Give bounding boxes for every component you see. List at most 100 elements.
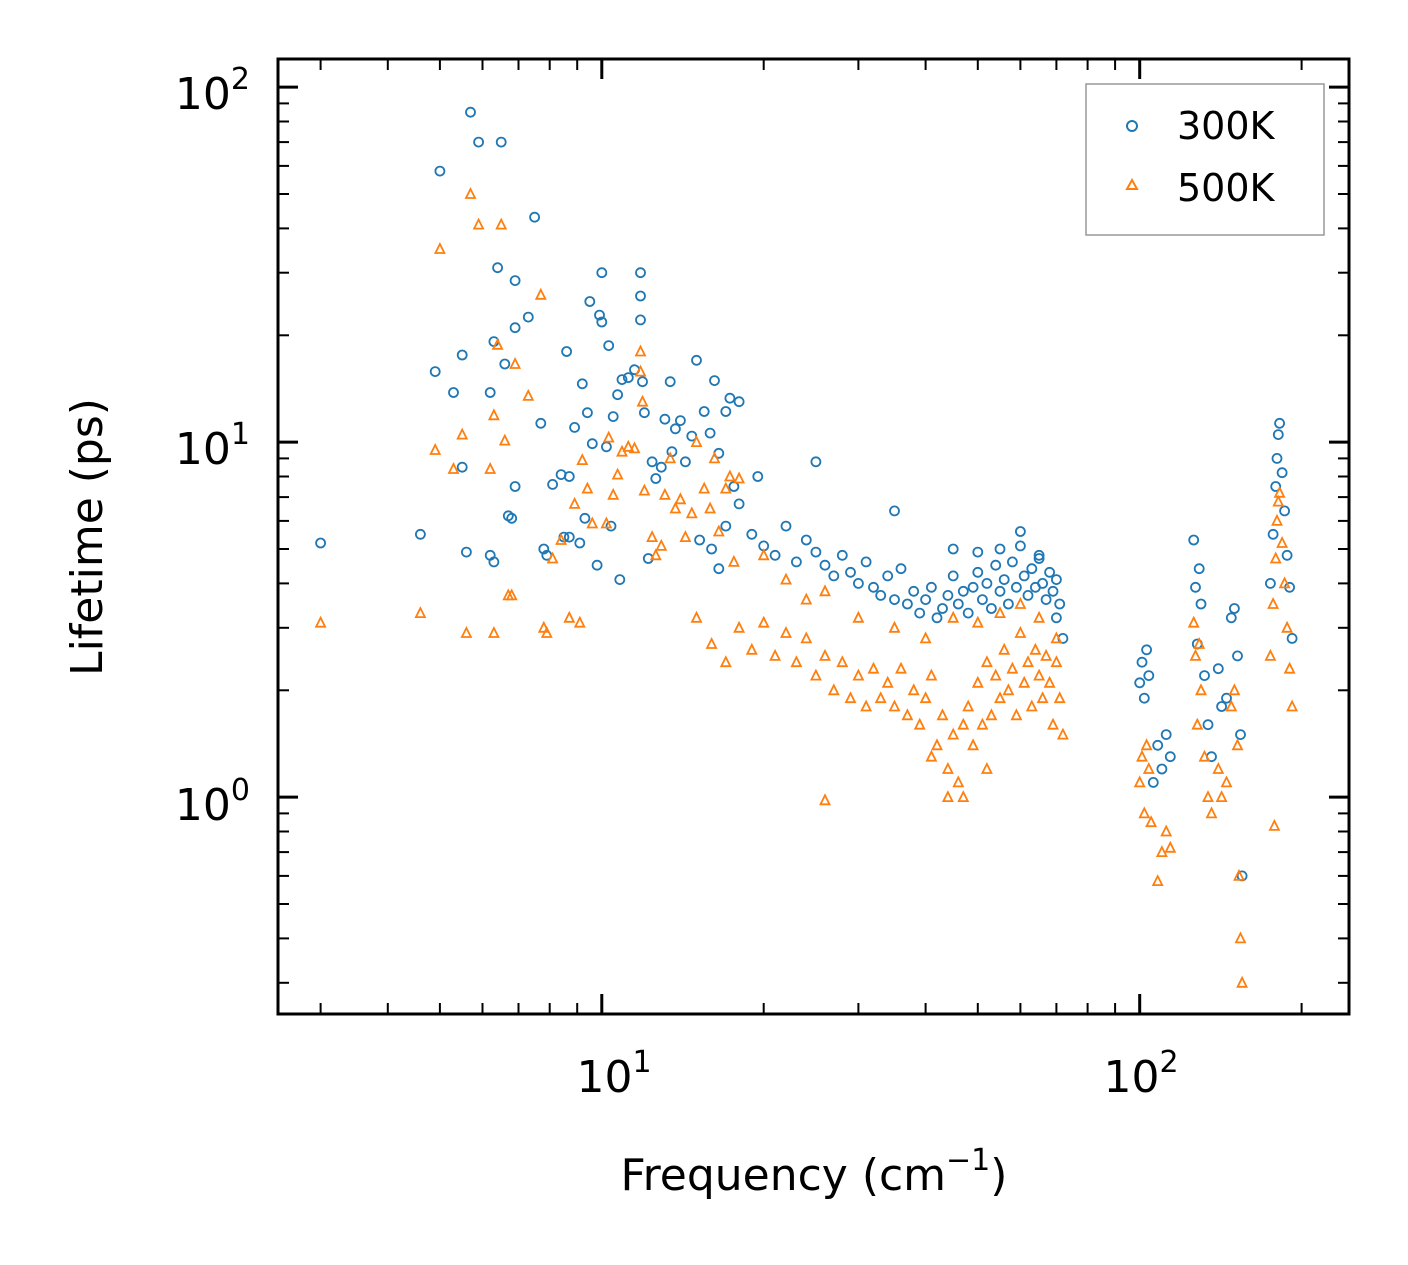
data-point-500k (1193, 636, 1206, 649)
data-point-500k (757, 615, 770, 628)
data-point-300k (914, 607, 926, 619)
data-point-300k (947, 570, 959, 582)
data-point-500k (498, 433, 511, 446)
data-point-300k (1286, 633, 1298, 644)
data-point-300k (655, 461, 667, 473)
data-point-500k (957, 717, 970, 730)
data-point-300k (650, 473, 662, 484)
data-point-500k (1205, 806, 1218, 819)
data-point-500k (962, 699, 975, 712)
data-point-500k (581, 481, 594, 494)
data-point-300k (691, 354, 702, 366)
data-point-500k (1050, 655, 1063, 668)
data-point-500k (780, 625, 792, 638)
data-point-500k (790, 655, 803, 668)
data-point-500k (874, 691, 887, 704)
data-point-500k (1138, 806, 1151, 819)
data-point-300k (1051, 574, 1062, 585)
x-tick-label: 101 (576, 1045, 651, 1103)
axis-ticks (278, 59, 1349, 1014)
data-point-500k (800, 592, 813, 605)
data-point-500k (800, 631, 813, 644)
data-point-500k (600, 516, 613, 529)
data-point-300k (1225, 612, 1237, 624)
data-point-500k (505, 588, 518, 601)
data-point-500k (705, 636, 718, 649)
data-point-500k (971, 615, 984, 628)
data-point-300k (1143, 670, 1155, 681)
data-point-300k (495, 136, 507, 148)
data-point-300k (1037, 578, 1048, 589)
data-point-500k (658, 487, 671, 500)
data-point-500k (690, 610, 703, 623)
data-point-500k (931, 738, 943, 751)
data-point-300k (574, 537, 586, 549)
data-point-300k (579, 512, 591, 524)
data-point-500k (881, 675, 894, 688)
data-point-300k (720, 406, 732, 417)
data-point-500k (836, 655, 849, 668)
data-point-300k (529, 211, 540, 223)
data-point-500k (1187, 615, 1200, 628)
data-point-300k (1199, 670, 1210, 681)
data-point-300k (1015, 540, 1026, 552)
data-point-500k (568, 496, 581, 509)
data-point-300k (582, 407, 593, 419)
data-point-300k (456, 349, 468, 361)
data-point-300k (1270, 481, 1282, 492)
data-point-500k (472, 217, 485, 230)
data-point-500k (464, 186, 477, 199)
data-point-300k (908, 585, 920, 597)
data-point-300k (596, 267, 608, 279)
data-point-300k (1134, 677, 1146, 689)
data-point-500k (456, 427, 469, 440)
data-point-300k (1276, 467, 1288, 479)
data-point-300k (499, 358, 511, 370)
data-point-300k (981, 578, 993, 589)
data-point-300k (972, 566, 984, 578)
data-point-500k (586, 516, 599, 529)
data-point-500k (1022, 655, 1034, 668)
y-axis-title: Lifetime (ps) (62, 398, 113, 676)
data-point-500k (780, 572, 792, 585)
data-point-300k (488, 556, 500, 568)
legend-label-500k: 500K (1177, 166, 1276, 210)
data-point-500k (1286, 699, 1299, 712)
data-point-500k (809, 668, 822, 681)
data-point-300k (868, 581, 879, 593)
data-point-500k (1142, 761, 1155, 774)
data-point-300k (434, 165, 446, 177)
data-point-300k (591, 559, 603, 571)
data-point-300k (473, 136, 485, 148)
data-point-300k (664, 376, 676, 388)
data-point-500k (757, 548, 770, 561)
data-point-500k (1195, 683, 1207, 696)
data-point-300k (563, 471, 575, 482)
data-point-500k (1268, 818, 1281, 831)
legend-box (1085, 83, 1325, 236)
data-point-500k (980, 655, 993, 668)
data-point-300k (1033, 549, 1045, 561)
data-point-500k (602, 430, 615, 443)
data-point-300k (1141, 644, 1152, 656)
data-point-300k (889, 594, 900, 605)
data-point-300k (952, 598, 964, 610)
data-point-500k (646, 530, 659, 542)
data-point-300k (836, 549, 848, 561)
data-point-300k (713, 563, 725, 575)
data-point-300k (1229, 603, 1240, 614)
data-point-300k (845, 566, 856, 578)
data-point-300k (563, 531, 575, 543)
data-point-300k (561, 346, 572, 357)
data-point-500k (852, 668, 865, 681)
data-point-300k (972, 546, 984, 558)
data-point-500k (576, 453, 589, 466)
data-point-500k (727, 554, 740, 567)
data-point-500k (1006, 661, 1019, 674)
data-point-500k (1145, 815, 1158, 828)
data-point-500k (1191, 717, 1204, 730)
data-point-500k (460, 625, 473, 638)
data-point-500k (1212, 761, 1225, 774)
data-point-300k (1216, 701, 1227, 712)
series-500k (314, 186, 1299, 988)
